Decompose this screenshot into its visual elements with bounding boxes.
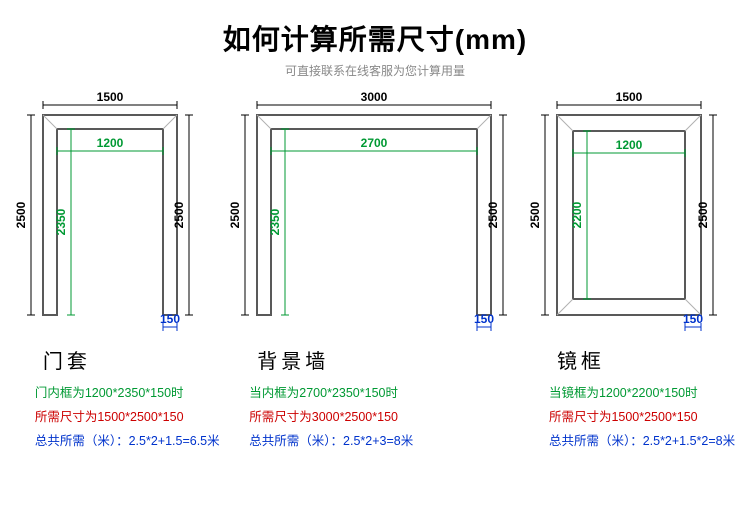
svg-text:1500: 1500 (616, 90, 643, 104)
svg-text:2350: 2350 (54, 208, 68, 235)
svg-text:150: 150 (160, 312, 180, 326)
page-subtitle: 可直接联系在线客服为您计算用量 (0, 62, 750, 79)
svg-text:2500: 2500 (529, 201, 542, 228)
spec-required: 所需尺寸为1500*2500*150 (549, 406, 735, 430)
spec-inner: 门内框为1200*2350*150时 (35, 382, 220, 406)
spec-inner: 当内框为2700*2350*150时 (249, 382, 519, 406)
svg-text:2500: 2500 (696, 201, 710, 228)
page-title: 如何计算所需尺寸(mm) (0, 18, 750, 58)
spec-required: 所需尺寸为3000*2500*150 (249, 406, 519, 430)
svg-text:1200: 1200 (96, 136, 123, 150)
svg-text:1500: 1500 (96, 90, 123, 104)
spec-total: 总共所需（米）：2.5*2+1.5*2=8米 (549, 430, 735, 454)
spec-inner: 当镜框为1200*2200*150时 (549, 382, 735, 406)
svg-text:150: 150 (474, 312, 494, 326)
figure-name: 背景墙 (257, 345, 519, 374)
svg-text:2700: 2700 (361, 136, 388, 150)
svg-text:1200: 1200 (616, 138, 643, 152)
figures-row: 1500 1200 2500 2350 2500 150 门套 门内框为1200… (0, 89, 750, 453)
spec-required: 所需尺寸为1500*2500*150 (35, 406, 220, 430)
spec-total: 总共所需（米）：2.5*2+1.5=6.5米 (35, 430, 220, 454)
frame-diagram: 3000 2700 2500 2350 2500 150 (229, 89, 519, 339)
frame-diagram: 1500 1200 2500 2200 2500 150 (529, 89, 729, 339)
figure-cell: 1500 1200 2500 2200 2500 150 镜框 当镜框为1200… (529, 89, 735, 453)
figure-name: 镜框 (557, 345, 735, 374)
figure-cell: 1500 1200 2500 2350 2500 150 门套 门内框为1200… (15, 89, 220, 453)
figure-cell: 3000 2700 2500 2350 2500 150 背景墙 当内框为270… (229, 89, 519, 453)
svg-text:2500: 2500 (486, 201, 500, 228)
frame-diagram: 1500 1200 2500 2350 2500 150 (15, 89, 205, 339)
figure-name: 门套 (43, 345, 220, 374)
svg-text:2200: 2200 (570, 201, 584, 228)
spec-total: 总共所需（米）：2.5*2+3=8米 (249, 430, 519, 454)
svg-text:150: 150 (683, 312, 703, 326)
svg-text:2350: 2350 (268, 208, 282, 235)
svg-text:2500: 2500 (15, 201, 28, 228)
svg-text:2500: 2500 (229, 201, 242, 228)
svg-text:2500: 2500 (172, 201, 186, 228)
svg-text:3000: 3000 (361, 90, 388, 104)
